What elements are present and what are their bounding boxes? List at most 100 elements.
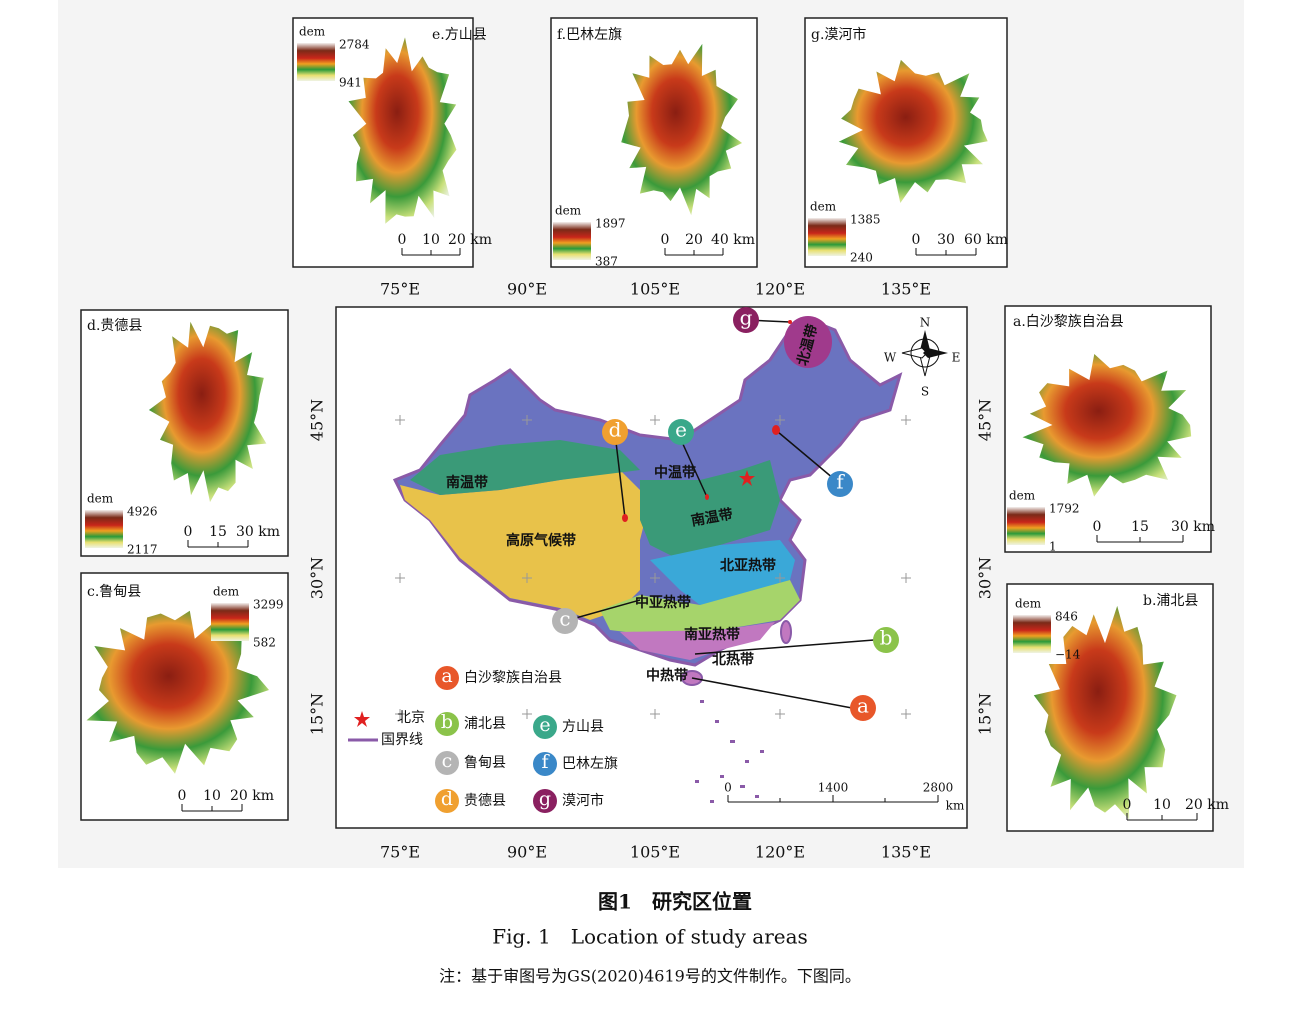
zone-label: 高原气候带	[506, 532, 576, 549]
lon-label-top: 135°E	[881, 280, 931, 299]
scale-bar	[915, 248, 977, 256]
beijing-star	[739, 470, 755, 486]
lat-label-right: 30°N	[976, 557, 995, 599]
scale-label: 20	[685, 232, 703, 248]
legend-min: 240	[850, 251, 873, 265]
inset-panel: f.巴林左旗 dem 1897 387 0 20 40 km	[550, 17, 758, 269]
scale-label: 60 km	[964, 232, 1008, 248]
site-marker-letter: c	[559, 607, 570, 631]
legend-title: dem	[810, 200, 837, 214]
legend-title: dem	[1009, 489, 1036, 503]
scale-label: 10	[1153, 797, 1171, 813]
site-marker	[850, 695, 876, 721]
inset-title: f.巴林左旗	[557, 27, 622, 43]
china-map	[392, 316, 903, 803]
lon-label-top: 90°E	[507, 280, 547, 299]
compass-n: N	[920, 316, 931, 330]
scale-bar	[401, 248, 461, 256]
legend-title: dem	[1015, 597, 1042, 611]
marker-lines	[564, 319, 875, 709]
graticule	[395, 415, 911, 719]
legend-marker	[533, 789, 557, 813]
dem-terrain	[148, 321, 267, 503]
scale-label: 0	[184, 524, 193, 540]
legend-max: 3299	[253, 598, 284, 612]
zone-label: 南温带	[446, 474, 488, 491]
main-scale-bar	[727, 795, 939, 803]
site-marker-letter: b	[880, 626, 893, 650]
scale-bar	[1096, 535, 1184, 543]
legend-min: 582	[253, 636, 276, 650]
legend-marker	[435, 751, 459, 775]
compass	[901, 330, 948, 377]
legend-min: 941	[339, 76, 362, 90]
legend-marker-letter: e	[539, 714, 550, 736]
lat-label-left: 45°N	[308, 399, 327, 441]
caption-cn: 图1 研究区位置	[598, 890, 752, 914]
lon-label-top: 120°E	[755, 280, 805, 299]
site-marker	[602, 419, 628, 445]
dem-terrain	[1033, 605, 1177, 820]
legend-marker	[435, 666, 459, 690]
compass-s: S	[921, 385, 929, 399]
site-marker	[873, 627, 899, 653]
site-marker	[668, 419, 694, 445]
inset-panel: e.方山县 dem 2784 941 0 10 20 km	[292, 17, 492, 268]
legend-swatch	[553, 222, 591, 260]
zone-mid-subtropical	[600, 580, 800, 635]
site-marker	[733, 307, 759, 333]
legend-max: 1385	[850, 213, 881, 227]
scale-label: 0	[724, 781, 732, 795]
site-marker-letter: d	[609, 418, 622, 442]
scale-label: 0	[661, 232, 670, 248]
legend-marker-letter: c	[442, 750, 453, 772]
lon-label-top: 105°E	[630, 280, 680, 299]
scale-label: 0	[1093, 519, 1102, 535]
compass-e: E	[952, 351, 961, 365]
inset-title: a.白沙黎族自治县	[1013, 314, 1124, 330]
scale-label: 30 km	[236, 524, 280, 540]
lon-label-top: 75°E	[380, 280, 420, 299]
legend-marker	[435, 712, 459, 736]
zone-label: 中温带	[654, 464, 696, 481]
inset-panel: d.贵德县 dem 4926 2117 0 15 30 km	[80, 309, 289, 557]
dem-terrain	[86, 610, 269, 774]
legend-max: 2784	[339, 38, 370, 52]
scale-label: 10	[422, 232, 440, 248]
caption-note: 注：基于审图号为GS(2020)4619号的文件制作。下图同。	[439, 967, 861, 986]
scale-label: 20 km	[230, 788, 274, 804]
legend-swatch	[808, 218, 846, 256]
inset-title: g.漠河市	[811, 26, 866, 43]
lat-label-left: 30°N	[308, 557, 327, 599]
legend-marker-name: 漠河市	[562, 792, 604, 809]
scale-label: 30 km	[1171, 519, 1215, 535]
site-marker-letter: f	[836, 470, 845, 494]
zone-south-subtropical	[620, 622, 775, 660]
lat-label-left: 15°N	[308, 693, 327, 735]
scale-label: 10	[203, 788, 221, 804]
dem-terrain	[838, 59, 988, 204]
legend-title: dem	[213, 585, 240, 599]
lon-label-bottom: 120°E	[755, 843, 805, 862]
legend-marker-name: 浦北县	[464, 716, 506, 732]
scale-label: 15	[209, 524, 227, 540]
legend-swatch	[1007, 507, 1045, 545]
scale-unit: km	[946, 799, 965, 813]
dem-terrain	[1022, 354, 1192, 497]
lat-label-right: 15°N	[976, 693, 995, 735]
zone-label: 北亚热带	[720, 557, 776, 574]
legend-title: dem	[299, 25, 326, 39]
legend-swatch	[297, 43, 335, 81]
site-marker-letter: a	[857, 694, 869, 718]
legend-marker-name: 鲁甸县	[464, 755, 506, 771]
legend-marker-name: 贵德县	[464, 793, 506, 809]
caption-en: Fig. 1 Location of study areas	[492, 925, 808, 949]
legend-marker-letter: d	[441, 788, 453, 810]
legend-swatch	[85, 510, 123, 548]
inset-title: e.方山县	[432, 27, 487, 43]
legend-min: 2117	[127, 543, 158, 557]
legend-swatch	[211, 603, 249, 641]
scale-bar	[187, 540, 249, 548]
